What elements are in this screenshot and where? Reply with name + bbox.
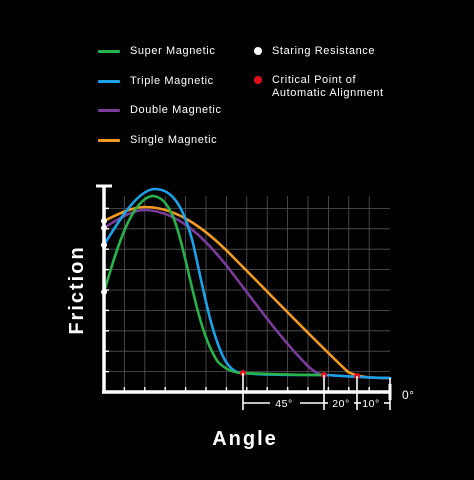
legend-item-double-magnetic: Double Magnetic bbox=[98, 104, 222, 117]
legend-item-super-magnetic: Super Magnetic bbox=[98, 45, 215, 58]
y-axis-label: Friction bbox=[66, 245, 88, 334]
starting-resistance-point-single bbox=[101, 218, 107, 224]
legend-item-single-magnetic: Single Magnetic bbox=[98, 134, 217, 147]
legend-dot-red bbox=[254, 76, 262, 84]
legend-swatch-single bbox=[98, 139, 120, 142]
legend-swatch-double bbox=[98, 109, 120, 112]
legend-swatch-super bbox=[98, 50, 120, 53]
tick-label-10: 10° bbox=[362, 398, 379, 410]
x-axis-label: Angle bbox=[212, 428, 278, 450]
angle-brackets: 45° 20° 10° 0° bbox=[242, 373, 414, 410]
legend-swatch-triple bbox=[98, 80, 120, 83]
legend-dot-white bbox=[254, 47, 262, 55]
starting-resistance-point-double bbox=[101, 225, 107, 231]
tick-label-0: 0° bbox=[402, 388, 414, 402]
chart-axes bbox=[96, 184, 392, 400]
legend-label-single: Single Magnetic bbox=[130, 134, 218, 146]
chart-points bbox=[101, 218, 360, 379]
legend-item-triple-magnetic: Triple Magnetic bbox=[98, 75, 214, 88]
series-line-single-magnetic bbox=[102, 205, 392, 380]
legend-label-super: Super Magnetic bbox=[130, 45, 216, 57]
tick-label-45: 45° bbox=[275, 398, 292, 410]
starting-resistance-point-triple bbox=[101, 242, 107, 248]
starting-resistance-point-super bbox=[101, 289, 107, 295]
chart-grid bbox=[104, 196, 390, 392]
legend-label-double: Double Magnetic bbox=[130, 104, 222, 116]
series-line-super-magnetic bbox=[102, 194, 326, 377]
legend-label-triple: Triple Magnetic bbox=[130, 75, 214, 87]
legend-label-starting-resistance: Staring Resistance bbox=[272, 45, 376, 57]
tick-label-20: 20° bbox=[332, 398, 349, 410]
legend-label-critical-point: Critical Point of Automatic Alignment bbox=[272, 74, 384, 99]
legend-item-starting-resistance: Staring Resistance bbox=[254, 45, 375, 58]
legend-item-critical-point: Critical Point of Automatic Alignment bbox=[254, 74, 384, 100]
